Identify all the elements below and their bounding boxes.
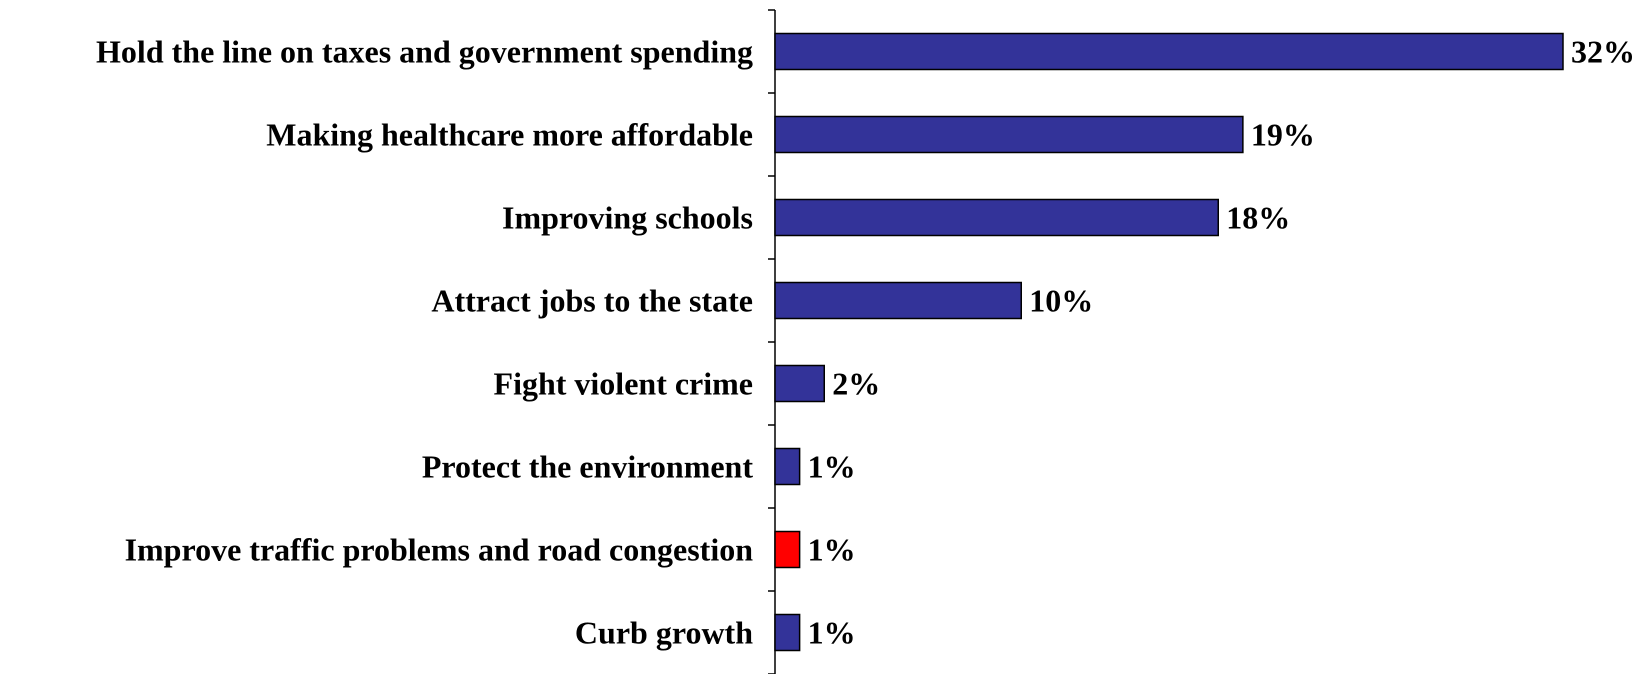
bar (774, 198, 1219, 237)
bar (774, 281, 1022, 320)
value-label: 19% (1251, 117, 1315, 153)
category-label: Making healthcare more affordable (266, 117, 753, 153)
bars (774, 32, 1564, 652)
labels: Hold the line on taxes and government sp… (96, 34, 1635, 651)
value-label: 32% (1571, 34, 1635, 70)
bar (774, 115, 1244, 154)
value-label: 1% (808, 449, 856, 485)
category-label: Fight violent crime (494, 366, 753, 402)
category-label: Protect the environment (422, 449, 754, 485)
value-label: 2% (832, 366, 880, 402)
value-label: 1% (808, 532, 856, 568)
bar (774, 32, 1564, 71)
category-label: Improving schools (502, 200, 753, 236)
category-label: Attract jobs to the state (431, 283, 753, 319)
bar (774, 613, 801, 652)
bar (774, 530, 801, 569)
value-label: 10% (1029, 283, 1093, 319)
value-label: 18% (1226, 200, 1290, 236)
value-label: 1% (808, 615, 856, 651)
category-label: Curb growth (575, 615, 753, 651)
bar (774, 447, 801, 486)
bar (774, 364, 825, 403)
category-axis (768, 9, 776, 674)
category-label: Improve traffic problems and road conges… (125, 532, 754, 568)
category-label: Hold the line on taxes and government sp… (96, 34, 753, 70)
